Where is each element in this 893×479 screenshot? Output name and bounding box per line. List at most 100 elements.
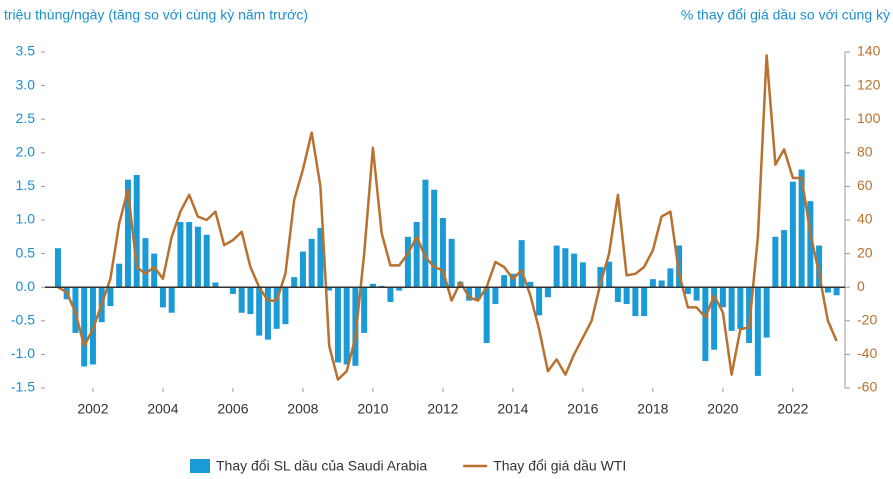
y-tick-label: 1.0: [16, 211, 36, 227]
bar: [772, 236, 779, 288]
bar: [562, 248, 569, 288]
x-tick-label: 2002: [77, 401, 108, 417]
bar: [273, 287, 280, 329]
bar: [247, 287, 254, 315]
x-tick-label: 2004: [147, 401, 178, 417]
legend-label: Thay đổi SL dầu của Saudi Arabia: [216, 458, 427, 474]
bar: [81, 287, 88, 367]
bar: [544, 287, 551, 298]
bar: [737, 287, 744, 329]
bar: [299, 251, 306, 288]
y-tick-label: 3.5: [16, 43, 36, 59]
y-tick-label: 3.0: [16, 76, 36, 92]
bar: [387, 287, 394, 302]
x-tick-label: 2014: [497, 401, 528, 417]
bar: [641, 287, 648, 317]
y2-tick-label: 40: [857, 211, 873, 227]
bar: [369, 283, 376, 288]
x-tick-label: 2020: [707, 401, 738, 417]
bar: [133, 174, 140, 288]
bar: [789, 181, 796, 288]
bar: [396, 287, 403, 291]
bar: [54, 248, 61, 288]
bar: [238, 287, 245, 313]
bar: [343, 287, 350, 365]
bar: [492, 287, 499, 304]
y-tick-label: 0.0: [16, 278, 36, 294]
bar: [422, 179, 429, 288]
bar: [816, 245, 823, 288]
bar: [256, 287, 263, 336]
bar: [142, 238, 149, 288]
x-tick-label: 2016: [567, 401, 598, 417]
y2-tick-label: -20: [857, 312, 877, 328]
bar: [317, 228, 324, 288]
y2-tick-label: 80: [857, 144, 873, 160]
bar: [194, 226, 201, 288]
bar: [536, 287, 543, 316]
bar: [702, 287, 709, 362]
legend-swatch: [190, 459, 210, 473]
x-tick-label: 2010: [357, 401, 388, 417]
bar: [553, 245, 560, 288]
y-axis-label: triệu thùng/ngày (tăng so với cùng kỳ nă…: [4, 7, 308, 23]
x-tick-label: 2022: [777, 401, 808, 417]
y2-tick-label: -40: [857, 345, 877, 361]
x-tick-label: 2012: [427, 401, 458, 417]
y2-tick-label: 60: [857, 177, 873, 193]
bar: [614, 287, 621, 302]
y2-axis-label: % thay đổi giá dầu so với cùng kỳ: [681, 7, 890, 23]
bar: [632, 287, 639, 317]
bar: [168, 287, 175, 313]
y-tick-label: 2.0: [16, 144, 36, 160]
y-tick-label: 1.5: [16, 177, 36, 193]
x-tick-label: 2018: [637, 401, 668, 417]
bar: [177, 222, 184, 288]
y2-tick-label: 20: [857, 244, 873, 260]
y2-tick-label: 120: [857, 76, 881, 92]
x-tick-label: 2008: [287, 401, 318, 417]
bar: [264, 287, 271, 340]
bar: [439, 217, 446, 288]
bar: [728, 287, 735, 331]
bar: [466, 287, 473, 301]
bar: [326, 287, 333, 291]
bar: [509, 273, 516, 288]
bar: [361, 287, 368, 333]
bar: [693, 287, 700, 301]
bar: [606, 261, 613, 288]
y2-tick-label: -60: [857, 379, 877, 395]
bar: [807, 201, 814, 288]
bar: [431, 189, 438, 288]
y-tick-label: -1.0: [11, 345, 35, 361]
bar: [781, 230, 788, 288]
bar: [719, 287, 726, 308]
y-tick-label: -1.5: [11, 379, 35, 395]
y-tick-label: -0.5: [11, 312, 35, 328]
bar: [684, 287, 691, 294]
bar: [413, 222, 420, 288]
bar: [212, 282, 219, 288]
legend-label: Thay đổi giá dầu WTI: [493, 458, 626, 474]
y2-tick-label: 100: [857, 110, 881, 126]
bar: [229, 287, 236, 294]
bar: [763, 287, 770, 338]
bar: [754, 287, 761, 376]
bar: [658, 280, 665, 288]
bar: [203, 234, 210, 288]
bar: [308, 238, 315, 288]
bar: [518, 240, 525, 288]
x-tick-label: 2006: [217, 401, 248, 417]
bar: [501, 275, 508, 288]
y2-tick-label: 0: [857, 278, 865, 294]
bar: [474, 287, 481, 300]
bar: [186, 222, 193, 288]
bar: [448, 238, 455, 288]
line: [57, 54, 838, 381]
y2-tick-label: 140: [857, 43, 881, 59]
bar: [334, 287, 341, 363]
y-tick-label: 2.5: [16, 110, 36, 126]
y-tick-label: 0.5: [16, 244, 36, 260]
bar: [571, 253, 578, 288]
